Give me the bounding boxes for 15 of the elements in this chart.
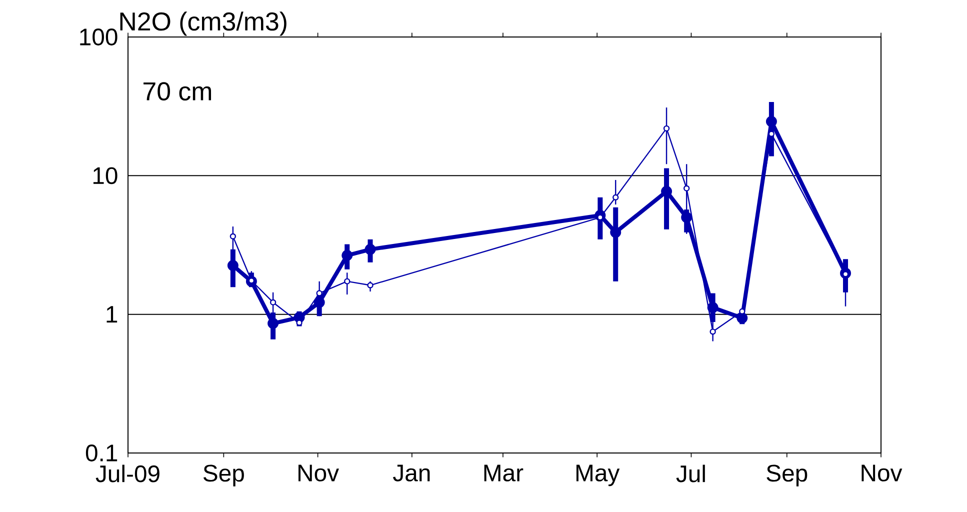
x-tick-label: May [576,464,620,486]
x-tick-label: Nov [862,464,902,482]
x-tick-label: Nov [298,464,339,482]
y-tick-label: 100 [80,28,118,46]
y-tick-label: 1 [106,306,118,323]
annotation: 70 cm [144,82,212,101]
y-tick-label: 0.1 [86,444,118,462]
x-tick-label: Sep [203,464,244,486]
x-tick-label: Jul [676,464,705,482]
x-tick-label: Mar [484,464,524,482]
x-tick-label: Jul-09 [96,464,160,482]
x-tick-label: Jan [393,464,430,482]
x-tick-label: Sep [766,464,808,486]
y-tick-label: 10 [93,167,118,184]
y-axis-title: N2O (cm3/m3) [120,12,286,36]
